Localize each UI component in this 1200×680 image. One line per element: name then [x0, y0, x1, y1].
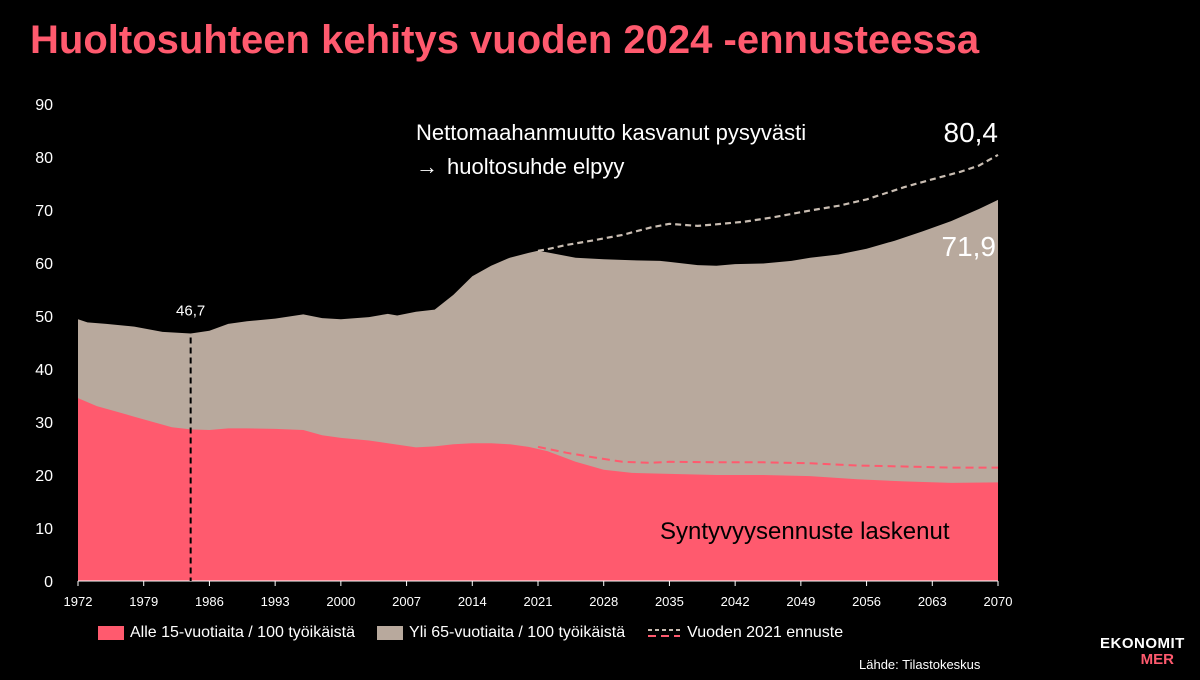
- legend-swatch-old: [377, 626, 404, 640]
- x-tick-label: 1972: [64, 594, 93, 609]
- legend-label-young: Alle 15-vuotiaita / 100 työikäistä: [130, 624, 356, 641]
- legend-swatch-forecast: [648, 629, 681, 637]
- areas-layer: [78, 199, 998, 581]
- ekonomit-logo: EKONOMIT MER: [1100, 636, 1185, 668]
- area-alle-15: [78, 398, 998, 581]
- logo-line2: MER: [1140, 651, 1174, 668]
- x-tick-label: 2049: [786, 594, 815, 609]
- x-tick-label: 2028: [589, 594, 618, 609]
- legend-swatch-young: [98, 626, 124, 640]
- source-note: Lähde: Tilastokeskus: [859, 657, 981, 672]
- forecast-2021-end-value: 80,4: [944, 117, 999, 148]
- x-tick-label: 2042: [721, 594, 750, 609]
- chart-title: Huoltosuhteen kehitys vuoden 2024 -ennus…: [30, 18, 980, 62]
- x-tick-label: 2000: [326, 594, 355, 609]
- legend: Alle 15-vuotiaita / 100 työikäistä Yli 6…: [98, 624, 865, 642]
- top-annotation-line2: huoltosuhde elpyy: [447, 154, 624, 179]
- y-tick-label: 70: [35, 203, 53, 220]
- legend-item-old: Yli 65-vuotiaita / 100 työikäistä: [377, 624, 625, 642]
- birthrate-annotation: Syntyvyysennuste laskenut: [660, 518, 950, 545]
- axes-layer: 0 10 20 30 40 50 60 70 80 90 1972 1979 1986 1993 2000 2…: [35, 97, 1012, 609]
- forecast-2021-young-line: [537, 445, 998, 469]
- x-tick-label: 2021: [524, 594, 553, 609]
- legend-item-young: Alle 15-vuotiaita / 100 työikäistä: [98, 624, 355, 642]
- annotation-layer: 46,7 Nettomaahanmuutto kasvanut pysyväst…: [176, 117, 998, 581]
- x-tick-label: 2007: [392, 594, 421, 609]
- forecast-2021-total-line: [537, 153, 999, 252]
- legend-item-forecast: Vuoden 2021 ennuste: [647, 624, 843, 642]
- x-tick-label: 2070: [984, 594, 1013, 609]
- x-tick-label: 2056: [852, 594, 881, 609]
- x-tick-label: 2063: [918, 594, 947, 609]
- y-tick-label: 50: [35, 309, 53, 326]
- x-tick-label: 1993: [261, 594, 290, 609]
- y-tick-label: 0: [44, 574, 53, 591]
- legend-label-old: Yli 65-vuotiaita / 100 työikäistä: [409, 624, 626, 641]
- top-annotation-line1: Nettomaahanmuutto kasvanut pysyvästi: [416, 120, 806, 145]
- lines-layer: [537, 153, 999, 469]
- top-annotation-arrow: →: [416, 154, 438, 179]
- forecast-2024-end-value: 71,9: [942, 231, 997, 262]
- logo-line1: EKONOMIT: [1100, 635, 1185, 652]
- x-tick-label: 1986: [195, 594, 224, 609]
- x-tick-label: 1979: [129, 594, 158, 609]
- y-tick-label: 30: [35, 415, 53, 432]
- y-tick-label: 90: [35, 97, 53, 114]
- legend-label-forecast: Vuoden 2021 ennuste: [687, 624, 844, 641]
- y-tick-label: 40: [35, 362, 53, 379]
- y-tick-label: 60: [35, 256, 53, 273]
- x-tick-label: 2014: [458, 594, 487, 609]
- y-tick-label: 10: [35, 521, 53, 538]
- y-tick-label: 20: [35, 468, 53, 485]
- y-tick-label: 80: [35, 150, 53, 167]
- x-tick-label: 2035: [655, 594, 684, 609]
- baseline-marker-label: 46,7: [176, 302, 205, 319]
